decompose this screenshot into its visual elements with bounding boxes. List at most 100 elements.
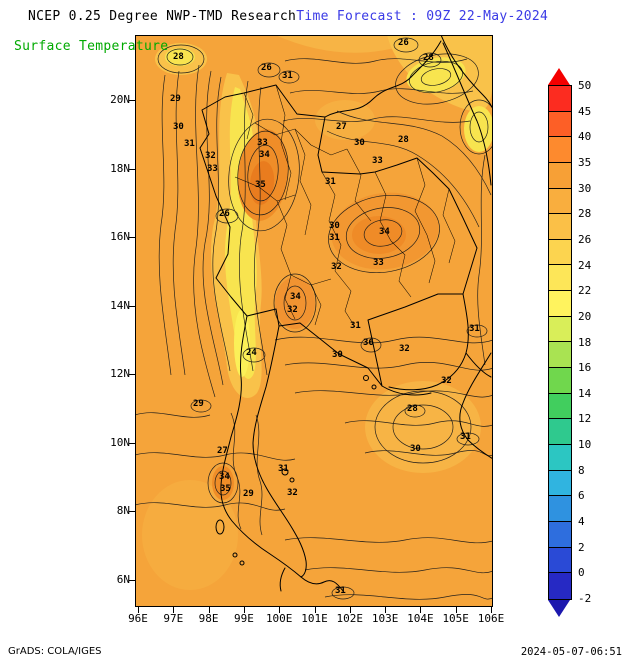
lat-tick	[129, 511, 135, 513]
contour-label: 28	[398, 135, 409, 145]
contour-label: 32	[331, 262, 342, 272]
lat-tick	[129, 305, 135, 307]
colorbar-value-label: 40	[578, 130, 592, 144]
colorbar-value-label: 26	[578, 232, 592, 246]
contour-label: 31	[325, 177, 336, 187]
colorbar-value-label: 18	[578, 335, 592, 349]
lon-tick-label: 101E	[301, 612, 328, 625]
colorbar-segment	[549, 214, 571, 240]
lon-tick-label: 100E	[265, 612, 293, 625]
grads-credit: GrADS: COLA/IGES	[8, 646, 102, 657]
colorbar-segment	[549, 419, 571, 445]
map-area: 28 26 31 26 28 29 30 31 32 33 27 30 28 33 33 34 35 31 26 30…	[135, 35, 493, 607]
lon-tick-label: 96E	[128, 612, 148, 625]
contour-label: 26	[261, 63, 272, 73]
lon-tick	[349, 607, 351, 613]
contour-label: 31	[329, 233, 340, 243]
colorbar-segment	[549, 316, 571, 343]
colorbar-value-label: 16	[578, 361, 592, 375]
contour-label: 32	[441, 376, 452, 386]
contour-label: 32	[205, 151, 216, 161]
lat-tick-label: 6N	[116, 572, 130, 586]
contour-label: 33	[372, 156, 383, 166]
lat-tick	[129, 579, 135, 581]
contour-label: 33	[207, 164, 218, 174]
lon-tick-label: 103E	[371, 612, 399, 625]
colorbar-segment	[549, 239, 571, 266]
lon-tick-label: 104E	[407, 612, 434, 625]
contour-label: 28	[423, 53, 434, 63]
contour-label: 31	[184, 139, 195, 149]
lon-tick-label: 102E	[336, 612, 364, 625]
lat-tick	[129, 237, 135, 239]
colorbar-segment	[549, 547, 571, 574]
colorbar-value-label: 20	[578, 309, 592, 323]
colorbar-value-label: 24	[578, 258, 592, 272]
lon-tick-label: 106E	[477, 612, 505, 625]
lon-tick	[455, 607, 457, 613]
contour-label: 30	[410, 444, 421, 454]
colorbar-arrow-up	[548, 68, 570, 85]
forecast-time-label: Time Forecast : 09Z 22-May-2024	[296, 9, 549, 24]
lat-tick-label: 18N	[110, 161, 130, 175]
lon-tick	[279, 607, 281, 613]
contour-label: 30	[354, 138, 365, 148]
title-row: NCEP 0.25 Degree NWP-TMD ResearchTime Fo…	[28, 9, 548, 24]
colorbar-value-label: 35	[578, 155, 592, 169]
contour-label: 29	[193, 399, 204, 409]
colorbar-segment	[549, 393, 571, 420]
plot-title: NCEP 0.25 Degree NWP-TMD Research	[28, 9, 297, 24]
lon-tick-label: 98E	[198, 612, 219, 625]
lon-tick	[420, 607, 422, 613]
colorbar-segment	[549, 137, 571, 163]
lon-tick	[138, 607, 139, 613]
contour-label: 30	[329, 221, 340, 231]
contour-label: 29	[170, 94, 181, 104]
colorbar-segment	[549, 444, 571, 471]
lon-tick	[491, 607, 492, 613]
colorbar-segment	[549, 470, 571, 497]
lon-tick	[385, 607, 387, 613]
lat-tick-label: 14N	[110, 298, 130, 312]
colorbar-value-label: 14	[578, 386, 592, 400]
contour-labels: 28 26 31 26 28 29 30 31 32 33 27 30 28 33 33 34 35 31 26 30…	[135, 35, 493, 607]
lat-tick-label: 10N	[110, 435, 130, 449]
contour-label: 27	[336, 122, 347, 132]
contour-label: 34	[219, 472, 230, 482]
lat-tick-label: 12N	[110, 367, 130, 381]
colorbar-segment	[549, 521, 571, 548]
contour-label: 33	[373, 258, 384, 268]
lat-tick	[129, 168, 135, 170]
contour-label: 36	[363, 338, 374, 348]
lon-tick	[208, 607, 210, 613]
contour-label: 24	[246, 348, 257, 358]
contour-label: 32	[287, 305, 298, 315]
contour-label: 26	[398, 38, 409, 48]
colorbar-value-label: 0	[578, 566, 585, 580]
lat-tick-label: 16N	[110, 230, 130, 244]
contour-label: 30	[173, 122, 184, 132]
colorbar-value-label: 12	[578, 412, 592, 426]
contour-label: 30	[332, 350, 343, 360]
contour-label: 35	[220, 484, 231, 494]
colorbar-value-label: 2	[578, 540, 585, 554]
contour-label: 31	[469, 324, 480, 334]
colorbar-value-label: 10	[578, 438, 592, 452]
map-svg	[135, 35, 493, 607]
contour-label: 31	[278, 464, 289, 474]
colorbar-value-label: 30	[578, 181, 592, 195]
contour-label: 32	[287, 488, 298, 498]
lon-tick-label: 99E	[233, 612, 254, 625]
contour-label: 31	[350, 321, 361, 331]
colorbar-value-label: 8	[578, 463, 585, 477]
lon-tick	[314, 607, 316, 613]
colorbar-value-label: 4	[578, 515, 585, 529]
colorbar-segment	[549, 496, 571, 522]
contour-label: 34	[379, 227, 390, 237]
lat-tick-label: 20N	[110, 93, 130, 106]
contour-label: 31	[460, 432, 471, 442]
contour-label: 33	[257, 138, 268, 148]
lon-tick-label: 97E	[163, 612, 184, 625]
colorbar-value-label: -2	[578, 592, 592, 605]
